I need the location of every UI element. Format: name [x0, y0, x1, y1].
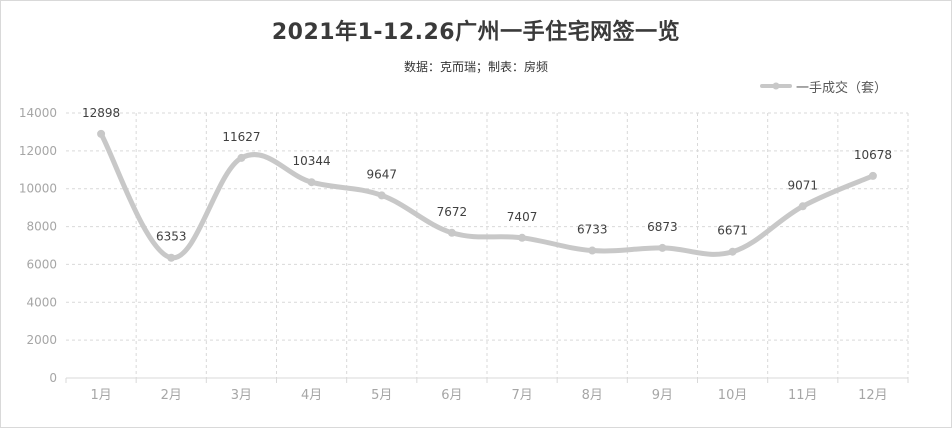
data-label: 10678	[854, 148, 892, 162]
data-label: 6733	[577, 223, 608, 237]
x-tick-label: 8月	[582, 388, 603, 403]
x-tick-label: 6月	[441, 388, 462, 403]
data-point	[658, 243, 667, 252]
y-tick-label: 4000	[26, 295, 57, 309]
x-tick-label: 1月	[90, 388, 111, 403]
x-tick-label: 11月	[788, 388, 818, 403]
data-label: 6671	[717, 224, 748, 238]
x-tick-label: 9月	[652, 388, 673, 403]
data-point	[447, 228, 456, 237]
data-point	[728, 247, 737, 256]
data-point	[518, 233, 527, 242]
legend-label: 一手成交（套）	[796, 80, 888, 96]
chart-subtitle: 数据：克而瑞；制表：房频	[403, 60, 548, 74]
data-label: 9647	[366, 167, 397, 181]
chart-legend: 一手成交（套）	[760, 77, 888, 96]
data-label: 7407	[507, 210, 538, 224]
x-tick-label: 10月	[718, 388, 748, 403]
x-tick-label: 2月	[161, 388, 182, 403]
data-label: 6873	[647, 220, 678, 234]
y-tick-label: 0	[49, 371, 57, 385]
data-label: 12898	[82, 106, 120, 120]
x-tick-label: 12月	[858, 388, 888, 403]
data-point	[868, 171, 877, 180]
y-tick-label: 8000	[26, 220, 57, 234]
data-point	[798, 202, 807, 211]
data-point	[97, 129, 106, 138]
series-line	[98, 131, 876, 261]
data-point	[307, 178, 316, 187]
data-point	[588, 246, 597, 255]
x-tick-label: 4月	[301, 388, 322, 403]
data-point	[167, 253, 176, 262]
y-tick-label: 10000	[19, 182, 57, 196]
data-label: 9071	[787, 178, 818, 192]
legend-line-icon	[760, 82, 792, 90]
data-point	[377, 191, 386, 200]
y-tick-label: 12000	[19, 144, 57, 158]
chart-title: 2021年1-12.26广州一手住宅网签一览	[271, 20, 681, 45]
x-tick-label: 7月	[511, 388, 532, 403]
data-label: 7672	[437, 205, 468, 219]
y-tick-label: 2000	[26, 333, 57, 347]
data-label: 10344	[292, 154, 330, 168]
y-tick-label: 6000	[26, 257, 57, 271]
x-tick-label: 3月	[231, 388, 252, 403]
x-tick-label: 5月	[371, 388, 392, 403]
y-tick-label: 14000	[19, 106, 57, 120]
data-label: 11627	[222, 130, 260, 144]
data-label: 6353	[156, 230, 187, 244]
data-point	[237, 153, 246, 162]
